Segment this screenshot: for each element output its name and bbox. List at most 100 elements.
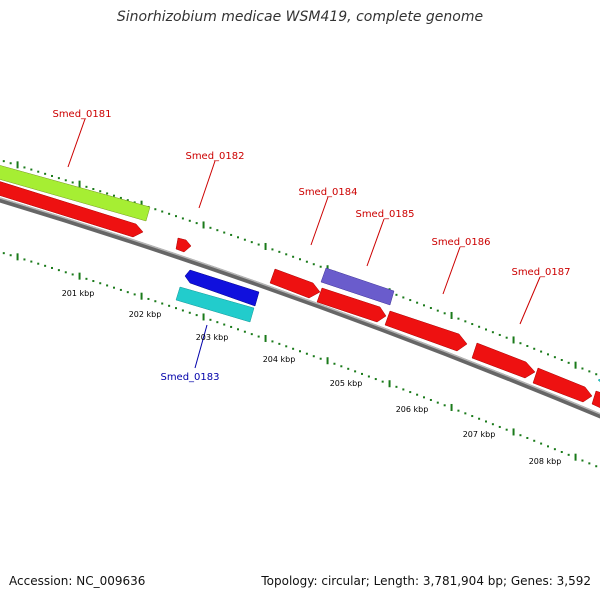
tick-minor: [271, 248, 274, 251]
tick-minor: [567, 361, 570, 364]
tick-minor: [581, 367, 584, 370]
gene-label-smed-0184[interactable]: Smed_0184: [298, 187, 357, 198]
tick-minor: [133, 201, 136, 204]
tick-minor: [429, 398, 432, 401]
tick-minor: [237, 236, 239, 239]
gene-label-smed-0186[interactable]: Smed_0186: [431, 237, 490, 248]
tick-major: [16, 253, 19, 261]
tick-major: [450, 311, 453, 319]
tick-minor: [23, 258, 26, 261]
gene-smed-0185-arrow[interactable]: [320, 267, 395, 306]
tick-minor: [175, 215, 177, 218]
gene-label-smed-0187[interactable]: Smed_0187: [511, 267, 570, 278]
tick-minor: [181, 217, 184, 220]
lower-tick-ring: [2, 252, 598, 468]
upper-tick-ring: [2, 160, 598, 376]
tick-minor: [133, 293, 136, 296]
tick-minor: [278, 250, 281, 253]
tick-minor: [154, 208, 157, 211]
tick-minor: [9, 162, 12, 165]
gene-smed-0187b-arrow[interactable]: [532, 367, 593, 403]
gene-reverse-blue-arrow[interactable]: [184, 269, 260, 307]
tick-minor: [485, 420, 487, 423]
tick-minor: [9, 254, 12, 257]
gene-smed-0181-left-arrow[interactable]: [0, 180, 144, 238]
tick-minor: [188, 219, 191, 222]
tick-minor: [161, 302, 164, 305]
gene-smed-0184-arrow[interactable]: [269, 268, 321, 299]
tick-major: [574, 453, 577, 461]
tick-minor: [37, 262, 40, 265]
tick-minor: [540, 442, 543, 445]
gene-label-smed-0185[interactable]: Smed_0185: [355, 209, 414, 220]
tick-minor: [64, 271, 67, 274]
tick-minor: [250, 333, 253, 336]
gene-label-smed-0182[interactable]: Smed_0182: [185, 151, 244, 162]
tick-minor: [443, 312, 446, 315]
tick-minor: [2, 160, 5, 163]
gene-smed-0182-arrow[interactable]: [175, 237, 192, 253]
tick-minor: [464, 320, 467, 323]
tick-major: [388, 380, 391, 388]
tick-minor: [443, 404, 446, 407]
tick-minor: [161, 210, 164, 213]
gene-smed-0181-arrow[interactable]: [0, 164, 151, 222]
gene-next-arrow[interactable]: [591, 390, 600, 410]
tick-minor: [126, 291, 129, 294]
tick-minor: [292, 255, 295, 258]
tick-minor: [154, 300, 157, 303]
kbp-label-207: 207 kbp: [463, 430, 496, 439]
gene-label-smed-0183[interactable]: Smed_0183: [160, 372, 219, 383]
tick-major: [512, 336, 515, 344]
tick-minor: [271, 340, 274, 343]
tick-minor: [347, 367, 350, 370]
tick-minor: [478, 325, 481, 328]
tick-minor: [333, 362, 336, 365]
tick-major: [16, 161, 19, 169]
tick-minor: [37, 170, 40, 173]
tick-minor: [381, 380, 384, 383]
tick-minor: [181, 309, 184, 312]
tick-major: [326, 357, 329, 365]
tick-major: [140, 200, 143, 208]
gene-smed-0185b-arrow[interactable]: [316, 287, 387, 323]
label-leaders: [67, 118, 541, 369]
tick-minor: [533, 347, 536, 350]
tick-major: [78, 272, 81, 280]
tick-minor: [457, 317, 460, 320]
tick-minor: [436, 401, 439, 404]
tick-minor: [312, 355, 315, 358]
tick-minor: [423, 396, 425, 399]
tick-minor: [567, 453, 570, 456]
gene-smed-0187a-arrow[interactable]: [471, 342, 536, 379]
tick-minor: [216, 229, 219, 232]
gene-label-smed-0181[interactable]: Smed_0181: [52, 109, 111, 120]
tick-minor: [106, 284, 109, 287]
tick-minor: [471, 415, 474, 418]
tick-minor: [588, 370, 591, 373]
tick-minor: [319, 265, 322, 268]
tick-minor: [64, 179, 67, 182]
tick-minor: [2, 252, 5, 255]
tick-minor: [175, 307, 177, 310]
map-title: Sinorhizobium medicae WSM419, complete g…: [116, 9, 484, 25]
tick-minor: [409, 299, 412, 302]
kbp-label-201: 201 kbp: [62, 289, 95, 298]
tick-minor: [588, 462, 591, 465]
tick-minor: [292, 347, 295, 350]
gene-smed-0183-arrow[interactable]: [175, 286, 255, 323]
tick-minor: [491, 423, 494, 426]
tick-minor: [106, 192, 109, 195]
gene-smed-0186-arrow[interactable]: [384, 310, 468, 352]
tick-minor: [429, 306, 432, 309]
tick-minor: [85, 277, 88, 280]
tick-minor: [51, 266, 53, 269]
tick-minor: [505, 428, 508, 431]
tick-minor: [595, 373, 598, 376]
tick-minor: [457, 409, 460, 412]
tick-minor: [540, 350, 543, 353]
tick-minor: [402, 296, 405, 299]
tick-minor: [195, 222, 198, 225]
tick-minor: [230, 233, 233, 236]
tick-minor: [168, 212, 171, 215]
